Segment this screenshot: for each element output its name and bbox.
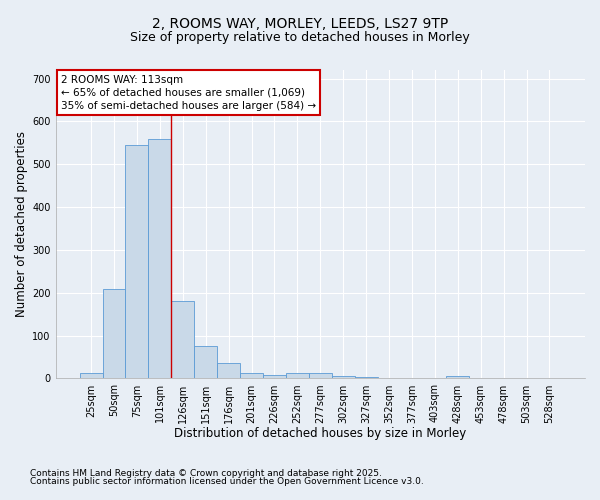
Bar [355, 377, 377, 378]
Text: 2 ROOMS WAY: 113sqm
← 65% of detached houses are smaller (1,069)
35% of semi-det: 2 ROOMS WAY: 113sqm ← 65% of detached ho… [61, 74, 316, 111]
Text: Contains HM Land Registry data © Crown copyright and database right 2025.: Contains HM Land Registry data © Crown c… [30, 468, 382, 477]
Bar [217, 364, 240, 378]
Bar [309, 374, 332, 378]
X-axis label: Distribution of detached houses by size in Morley: Distribution of detached houses by size … [174, 427, 466, 440]
Bar [240, 373, 263, 378]
Text: 2, ROOMS WAY, MORLEY, LEEDS, LS27 9TP: 2, ROOMS WAY, MORLEY, LEEDS, LS27 9TP [152, 18, 448, 32]
Bar [286, 373, 309, 378]
Bar [103, 288, 125, 378]
Bar [171, 302, 194, 378]
Text: Contains public sector information licensed under the Open Government Licence v3: Contains public sector information licen… [30, 477, 424, 486]
Bar [125, 145, 148, 378]
Bar [446, 376, 469, 378]
Text: Size of property relative to detached houses in Morley: Size of property relative to detached ho… [130, 31, 470, 44]
Y-axis label: Number of detached properties: Number of detached properties [15, 131, 28, 317]
Bar [194, 346, 217, 378]
Bar [80, 374, 103, 378]
Bar [148, 138, 171, 378]
Bar [332, 376, 355, 378]
Bar [263, 375, 286, 378]
